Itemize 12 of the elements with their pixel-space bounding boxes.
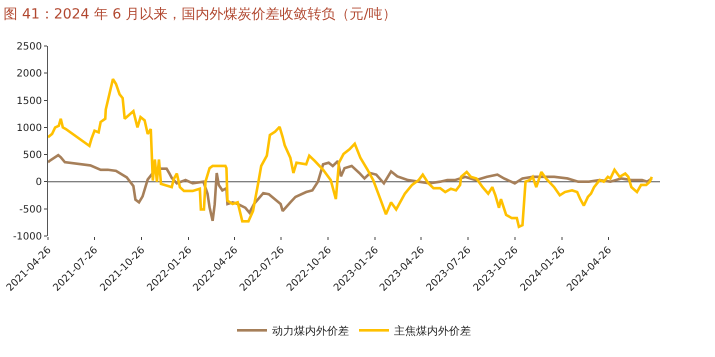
y-tick-label: 2500 bbox=[16, 42, 42, 52]
y-tick-label: 1000 bbox=[16, 122, 42, 134]
y-tick-label: -1000 bbox=[12, 232, 42, 242]
chart-title: 图 41：2024 年 6 月以来，国内外煤炭价差收敛转负（元/吨） bbox=[4, 6, 396, 23]
legend-label: 主焦煤内外价差 bbox=[394, 324, 471, 338]
y-tick-label: -500 bbox=[19, 204, 42, 216]
y-tick-label: 500 bbox=[22, 150, 42, 162]
line-series bbox=[48, 78, 654, 228]
y-tick-label: 1500 bbox=[16, 96, 42, 107]
y-tick-label: 2000 bbox=[16, 68, 42, 80]
y-tick-label: 0 bbox=[36, 177, 42, 188]
legend-label: 动力煤内外价差 bbox=[272, 324, 349, 338]
